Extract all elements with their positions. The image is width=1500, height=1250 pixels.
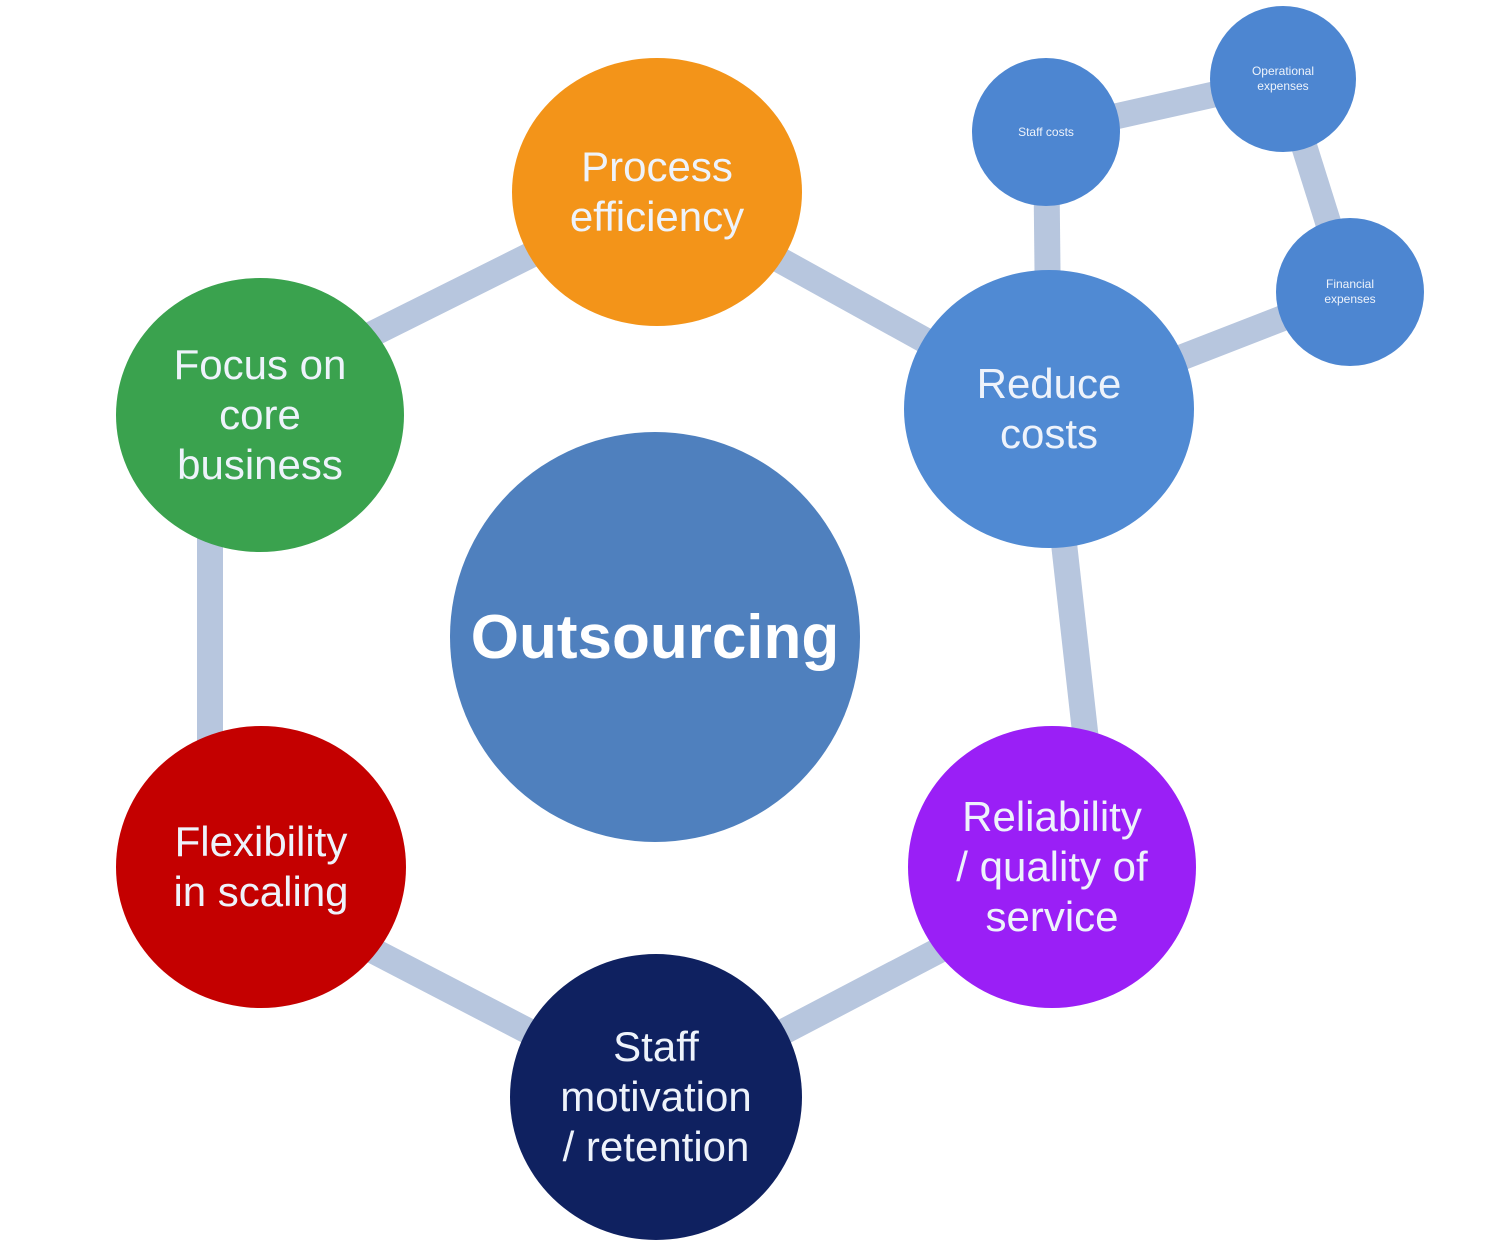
center-label: Outsourcing	[470, 602, 840, 672]
staff-costs-label: Staff costs	[1018, 124, 1074, 139]
financial-expenses-label: Financial expenses	[1324, 277, 1376, 306]
operational-expenses-label: Operational expenses	[1251, 64, 1315, 93]
reduce-costs-label: Reduce costs	[976, 360, 1122, 457]
process-efficiency-node: Process efficiency	[512, 58, 802, 326]
outsourcing-center-node: Outsourcing	[450, 432, 860, 842]
reduce-costs-node: Reduce costs	[904, 270, 1194, 548]
reliability-quality-label: Reliability / quality of service	[956, 793, 1148, 940]
focus-on-core-business-node: Focus on core business	[116, 278, 404, 552]
flexibility-in-scaling-label: Flexibility in scaling	[173, 818, 349, 915]
staff-costs-node: Staff costs	[972, 58, 1120, 206]
staff-motivation-label: Staff motivation / retention	[560, 1023, 752, 1170]
staff-motivation-node: Staff motivation / retention	[510, 954, 802, 1240]
flexibility-in-scaling-node: Flexibility in scaling	[116, 726, 406, 1008]
financial-expenses-node: Financial expenses	[1276, 218, 1424, 366]
focus-on-core-business-label: Focus on core business	[173, 341, 347, 488]
reliability-quality-node: Reliability / quality of service	[908, 726, 1196, 1008]
operational-expenses-node: Operational expenses	[1210, 6, 1356, 152]
process-efficiency-label: Process efficiency	[569, 143, 745, 240]
